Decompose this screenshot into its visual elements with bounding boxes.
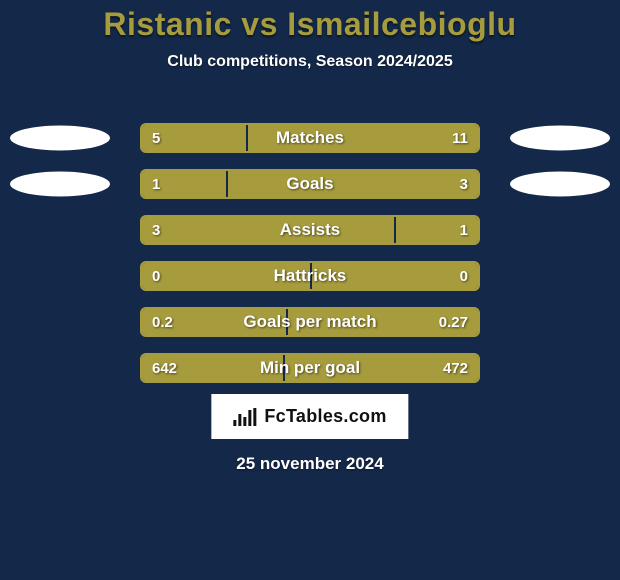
player-left-marker [10, 126, 110, 151]
comparison-card: Ristanic vs Ismailcebioglu Club competit… [0, 0, 620, 580]
brand-logo: FcTables.com [211, 394, 408, 439]
stat-row: 13Goals [0, 166, 620, 202]
stat-bar: 0.20.27Goals per match [140, 307, 480, 337]
stat-bar-right [226, 171, 478, 197]
page-title: Ristanic vs Ismailcebioglu [0, 0, 620, 43]
stat-bar-left [142, 171, 226, 197]
stat-bar: 511Matches [140, 123, 480, 153]
stat-row: 0.20.27Goals per match [0, 304, 620, 340]
stat-row: 31Assists [0, 212, 620, 248]
stats-container: 511Matches 13Goals 31Assists 00Hattricks 0.2… [0, 120, 620, 396]
stat-row: 642472Min per goal [0, 350, 620, 386]
date-label: 25 november 2024 [0, 454, 620, 474]
stat-bar-left [142, 125, 246, 151]
player-left-marker [10, 172, 110, 197]
brand-name: FcTables.com [264, 406, 386, 427]
stat-bar: 642472Min per goal [140, 353, 480, 383]
stat-bar-right [394, 217, 478, 243]
stat-bar: 31Assists [140, 215, 480, 245]
player-right-marker [510, 126, 610, 151]
stat-bar-right [310, 263, 478, 289]
chart-icon [233, 408, 256, 426]
stat-bar-left [142, 309, 286, 335]
stat-bar-right [286, 309, 478, 335]
player-right-marker [510, 172, 610, 197]
page-subtitle: Club competitions, Season 2024/2025 [0, 53, 620, 71]
stat-bar-left [142, 217, 394, 243]
stat-bar-right [246, 125, 478, 151]
stat-row: 511Matches [0, 120, 620, 156]
stat-bar: 13Goals [140, 169, 480, 199]
stat-bar-left [142, 263, 310, 289]
stat-bar-left [142, 355, 283, 381]
stat-bar-right [283, 355, 478, 381]
stat-bar: 00Hattricks [140, 261, 480, 291]
stat-row: 00Hattricks [0, 258, 620, 294]
